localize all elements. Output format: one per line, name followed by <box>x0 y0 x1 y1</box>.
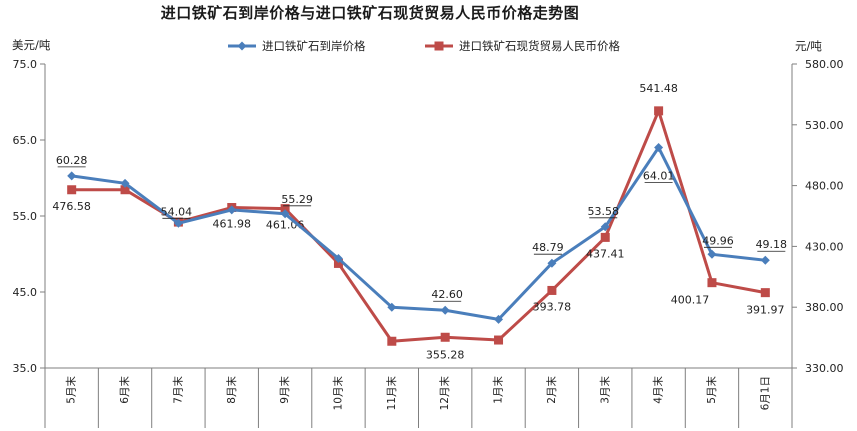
data-label-0: 49.96 <box>702 234 734 247</box>
data-label-1: 461.98 <box>213 218 252 231</box>
series-point-1 <box>120 185 130 195</box>
left-axis-unit: 美元/吨 <box>12 38 51 52</box>
left-tick-label: 75.0 <box>13 58 38 71</box>
series-point-0 <box>173 218 183 228</box>
data-label-1: 355.28 <box>426 348 465 361</box>
series-point-1 <box>600 232 610 242</box>
left-tick-label: 55.0 <box>13 210 38 223</box>
right-tick-label: 530.00 <box>805 119 844 132</box>
category-label: 7月末 <box>171 376 184 404</box>
series-point-1 <box>547 285 557 295</box>
data-label-0: 48.79 <box>532 241 564 254</box>
data-label-0: 60.28 <box>56 154 88 167</box>
series-point-0 <box>707 249 717 259</box>
series-point-1 <box>654 106 664 116</box>
data-label-1: 476.58 <box>52 200 91 213</box>
series-point-1 <box>333 258 343 268</box>
data-label-0: 54.04 <box>161 205 193 218</box>
data-label-1: 400.17 <box>671 294 710 307</box>
legend-label-0: 进口铁矿石到岸价格 <box>262 39 366 53</box>
data-label-0: 49.18 <box>756 238 788 251</box>
category-label: 9月末 <box>278 376 291 404</box>
series-point-1 <box>387 336 397 346</box>
data-label-0: 53.58 <box>588 205 620 218</box>
right-tick-label: 430.00 <box>805 240 844 253</box>
series-point-0 <box>654 143 664 153</box>
series-point-0 <box>440 305 450 315</box>
series-point-0 <box>760 255 770 265</box>
series-point-1 <box>440 332 450 342</box>
data-label-1: 541.48 <box>639 82 678 95</box>
category-label: 3月末 <box>598 376 611 404</box>
series-point-0 <box>494 314 504 324</box>
data-label-0: 42.60 <box>431 288 463 301</box>
category-label: 8月末 <box>225 376 238 404</box>
data-label-0: 64.01 <box>643 170 675 183</box>
category-label: 4月末 <box>652 376 665 404</box>
category-label: 2月末 <box>545 376 558 404</box>
left-tick-label: 65.0 <box>13 134 38 147</box>
data-label-0: 55.29 <box>281 193 313 206</box>
series-point-1 <box>280 204 290 214</box>
series-point-0 <box>280 209 290 219</box>
right-tick-label: 480.00 <box>805 180 844 193</box>
series-point-1 <box>67 185 77 195</box>
legend-marker-0 <box>237 41 247 51</box>
right-tick-label: 580.00 <box>805 58 844 71</box>
category-label: 10月末 <box>331 376 344 411</box>
right-tick-label: 380.00 <box>805 301 844 314</box>
right-tick-label: 330.00 <box>805 362 844 375</box>
chart-title: 进口铁矿石到岸价格与进口铁矿石现货贸易人民币价格走势图 <box>160 4 580 22</box>
category-label: 5月末 <box>65 376 78 404</box>
legend-marker-1 <box>434 41 444 51</box>
series-point-1 <box>494 335 504 345</box>
category-label: 5月末 <box>705 376 718 404</box>
left-tick-label: 45.0 <box>13 286 38 299</box>
left-tick-label: 35.0 <box>13 362 38 375</box>
data-label-1: 391.97 <box>746 304 785 317</box>
series-line-0 <box>71 146 766 321</box>
series-point-0 <box>67 171 77 181</box>
category-label: 11月末 <box>385 376 398 411</box>
legend-label-1: 进口铁矿石现货贸易人民币价格 <box>459 39 620 53</box>
data-label-1: 393.78 <box>533 300 572 313</box>
series-point-0 <box>387 302 397 312</box>
category-label: 6月末 <box>118 376 131 404</box>
category-label: 6月1日 <box>759 376 771 410</box>
series-point-1 <box>707 278 717 288</box>
category-label: 12月末 <box>438 376 451 411</box>
series-point-0 <box>333 254 343 264</box>
category-label: 1月末 <box>492 376 505 404</box>
data-label-1: 437.41 <box>586 247 625 260</box>
series-point-1 <box>760 288 770 298</box>
series-point-0 <box>227 205 237 215</box>
series-point-0 <box>547 258 557 268</box>
right-axis-unit: 元/吨 <box>795 39 822 53</box>
series-point-0 <box>600 222 610 232</box>
series-point-0 <box>120 178 130 188</box>
